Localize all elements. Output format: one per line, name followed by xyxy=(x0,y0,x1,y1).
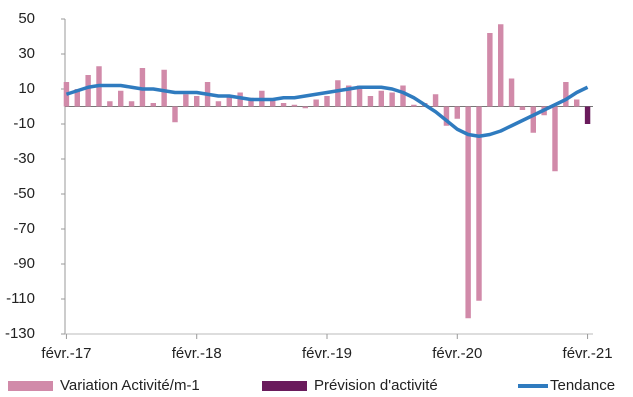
bar xyxy=(150,103,156,107)
bar xyxy=(215,101,222,107)
bar xyxy=(378,90,384,107)
y-tick-label: -90 xyxy=(13,255,35,272)
x-tick-label: févr.-17 xyxy=(41,345,91,362)
bar xyxy=(346,85,352,107)
bar xyxy=(454,106,460,119)
bar xyxy=(443,106,450,126)
bar xyxy=(128,101,135,107)
bar xyxy=(324,96,330,107)
y-tick-label: -110 xyxy=(6,290,35,307)
legend-label: Tendance xyxy=(550,377,615,394)
bar xyxy=(465,106,471,319)
bar xyxy=(172,106,178,123)
bar xyxy=(302,106,308,109)
bar xyxy=(498,24,504,107)
y-tick-label: -50 xyxy=(13,185,35,202)
bar xyxy=(183,94,189,107)
bar xyxy=(161,69,167,107)
bar xyxy=(280,103,287,107)
bar xyxy=(530,106,536,133)
bar xyxy=(367,96,374,107)
bar xyxy=(389,92,395,107)
bar xyxy=(519,106,526,110)
bar xyxy=(107,101,113,107)
y-tick-label: 50 xyxy=(18,10,35,27)
bar xyxy=(270,99,276,107)
bar xyxy=(356,85,363,107)
bar xyxy=(584,106,591,124)
bar xyxy=(118,90,124,107)
bar xyxy=(291,104,298,107)
legend-swatch xyxy=(262,381,307,391)
y-tick-label: -130 xyxy=(5,325,35,342)
bar xyxy=(552,106,558,172)
x-tick-label: févr.-21 xyxy=(563,345,613,362)
y-tick-label: -70 xyxy=(13,220,35,237)
y-tick-label: 10 xyxy=(18,80,35,97)
bar xyxy=(194,96,200,107)
bar xyxy=(335,80,341,107)
bar xyxy=(476,106,482,301)
y-tick-label: 30 xyxy=(18,45,35,62)
x-tick-label: févr.-20 xyxy=(432,345,482,362)
bar xyxy=(226,96,232,107)
bar xyxy=(432,94,439,107)
bar xyxy=(563,82,569,107)
bar xyxy=(487,33,493,107)
legend-swatch xyxy=(8,381,53,391)
legend-label: Variation Activité/m-1 xyxy=(60,377,200,394)
bar xyxy=(248,97,254,107)
bar xyxy=(400,85,406,107)
bar xyxy=(574,99,580,107)
bar xyxy=(74,89,80,107)
bar xyxy=(313,99,319,107)
bar xyxy=(411,104,417,107)
trend-line xyxy=(65,83,589,138)
y-tick-label: -30 xyxy=(13,150,35,167)
y-tick-label: -10 xyxy=(13,115,35,132)
x-tick-label: févr.-19 xyxy=(302,345,352,362)
bar xyxy=(508,78,515,107)
bar xyxy=(85,75,91,107)
x-tick-label: févr.-18 xyxy=(172,345,222,362)
legend-label: Prévision d'activité xyxy=(314,377,438,394)
